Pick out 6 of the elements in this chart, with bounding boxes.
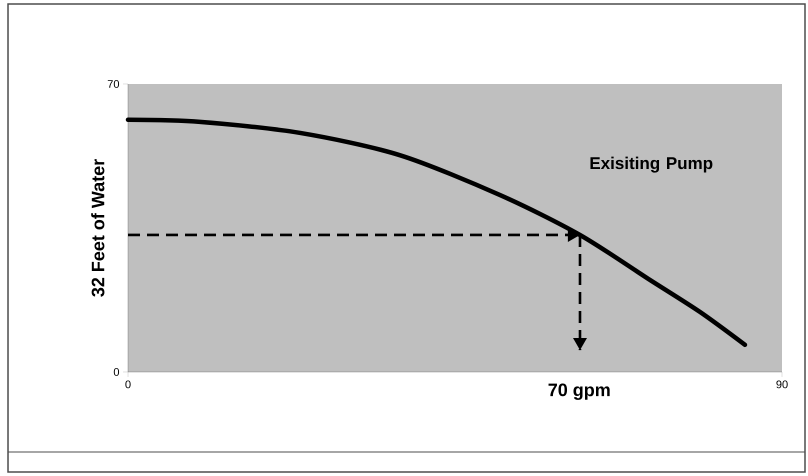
y-axis-title: 32 Feet of Water — [91, 159, 104, 297]
x-tick-label: 90 — [776, 380, 788, 388]
line-series — [126, 118, 748, 348]
y-tick-label: 70 — [108, 80, 120, 88]
annotation: Exisiting Pump — [590, 156, 712, 173]
x-axis-title: 70 gpm — [548, 384, 610, 400]
